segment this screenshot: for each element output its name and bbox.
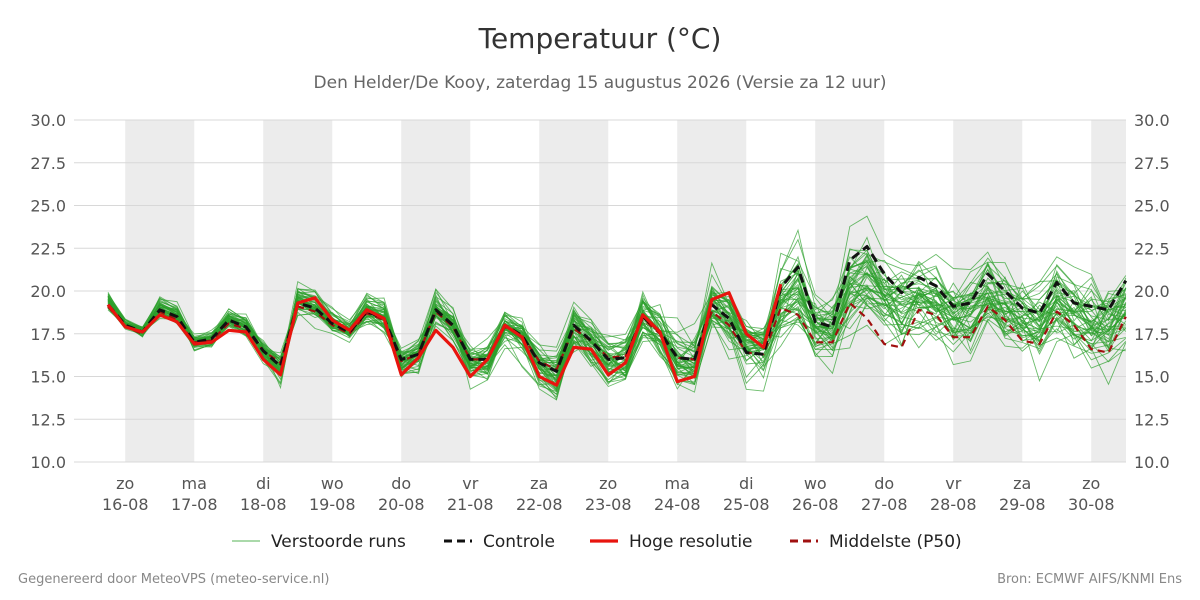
x-tick-date: 27-08 <box>861 495 908 514</box>
ensemble-run-line <box>107 285 1126 366</box>
x-tick-date: 25-08 <box>723 495 770 514</box>
y-tick-label: 30.0 <box>1134 111 1170 130</box>
y-tick-label: 30.0 <box>30 111 66 130</box>
legend-label: Controle <box>483 532 555 552</box>
x-tick-day: za <box>1013 474 1031 493</box>
x-tick-date: 24-08 <box>654 495 701 514</box>
y-tick-label: 12.5 <box>30 410 66 429</box>
x-tick-day: wo <box>321 474 344 493</box>
ensemble-run-line <box>107 262 1126 388</box>
x-axis: zo 16-08 ma 17-08 di 18-08 wo 19-08 do 20-08 vr 21-… <box>102 474 1115 514</box>
y-axis-left: 10.0 12.5 15.0 17.5 20.0 22.5 25.0 27.5 30.0 <box>30 111 66 472</box>
legend: Verstoorde runs Controle Hoge resolutie Mid… <box>232 532 962 552</box>
chart-title: Temperatuur (°C) <box>478 22 722 55</box>
x-tick-day: ma <box>182 474 207 493</box>
y-tick-label: 20.0 <box>30 282 66 301</box>
x-tick-day: ma <box>665 474 690 493</box>
x-tick-day: di <box>739 474 754 493</box>
y-tick-label: 25.0 <box>30 197 66 216</box>
legend-label: Middelste (P50) <box>829 532 962 552</box>
chart-subtitle: Den Helder/De Kooy, zaterdag 15 augustus… <box>313 73 887 93</box>
x-tick-date: 28-08 <box>930 495 977 514</box>
y-axis-right: 10.0 12.5 15.0 17.5 20.0 22.5 25.0 27.5 30.0 <box>1134 111 1170 472</box>
x-tick-date: 22-08 <box>516 495 563 514</box>
series-line-hoge-resolutie <box>106 283 783 387</box>
series-line-middelste-p50 <box>107 301 1127 371</box>
ensemble-run-line <box>107 302 1127 375</box>
footer-generated-by: Gegenereerd door MeteoVPS (meteo-service… <box>18 572 330 587</box>
x-tick-date: 16-08 <box>102 495 149 514</box>
x-tick-day: vr <box>462 474 478 493</box>
y-tick-label: 25.0 <box>1134 197 1170 216</box>
y-tick-label: 27.5 <box>1134 154 1170 173</box>
y-tick-label: 10.0 <box>30 453 66 472</box>
ensemble-run-line <box>107 228 1127 395</box>
x-tick-day: za <box>530 474 548 493</box>
y-tick-label: 10.0 <box>1134 453 1170 472</box>
x-tick-date: 18-08 <box>240 495 287 514</box>
ensemble-run-line <box>107 259 1127 381</box>
x-tick-date: 23-08 <box>585 495 632 514</box>
x-tick-date: 29-08 <box>999 495 1046 514</box>
y-tick-label: 20.0 <box>1134 282 1170 301</box>
x-tick-day: zo <box>599 474 617 493</box>
legend-label: Hoge resolutie <box>629 532 753 552</box>
y-tick-label: 15.0 <box>30 368 66 387</box>
main-series <box>106 245 1128 387</box>
y-tick-label: 17.5 <box>1134 325 1170 344</box>
y-tick-label: 22.5 <box>1134 239 1170 258</box>
y-tick-label: 27.5 <box>30 154 66 173</box>
ensemble-run-line <box>107 259 1126 383</box>
ensemble-run-line <box>107 266 1127 383</box>
x-tick-day: wo <box>804 474 827 493</box>
ensemble-run-line <box>107 238 1127 383</box>
x-tick-day: vr <box>945 474 961 493</box>
x-tick-date: 26-08 <box>792 495 839 514</box>
x-tick-date: 20-08 <box>378 495 425 514</box>
footer-source: Bron: ECMWF AIFS/KNMI Ens <box>997 572 1182 587</box>
x-tick-day: zo <box>1082 474 1100 493</box>
x-tick-day: di <box>256 474 271 493</box>
x-tick-day: do <box>874 474 894 493</box>
x-tick-date: 17-08 <box>171 495 218 514</box>
series-line-controle <box>106 245 1128 373</box>
x-tick-day: zo <box>116 474 134 493</box>
ensemble-run-line <box>107 273 1126 392</box>
y-tick-label: 15.0 <box>1134 368 1170 387</box>
y-tick-label: 22.5 <box>30 239 66 258</box>
x-tick-date: 30-08 <box>1068 495 1115 514</box>
y-tick-label: 17.5 <box>30 325 66 344</box>
x-tick-date: 19-08 <box>309 495 356 514</box>
ensemble-run-line <box>107 257 1126 401</box>
x-tick-date: 21-08 <box>447 495 494 514</box>
y-tick-label: 12.5 <box>1134 410 1170 429</box>
ensemble-run-line <box>107 269 1127 371</box>
x-tick-day: do <box>391 474 411 493</box>
legend-label: Verstoorde runs <box>271 532 406 552</box>
